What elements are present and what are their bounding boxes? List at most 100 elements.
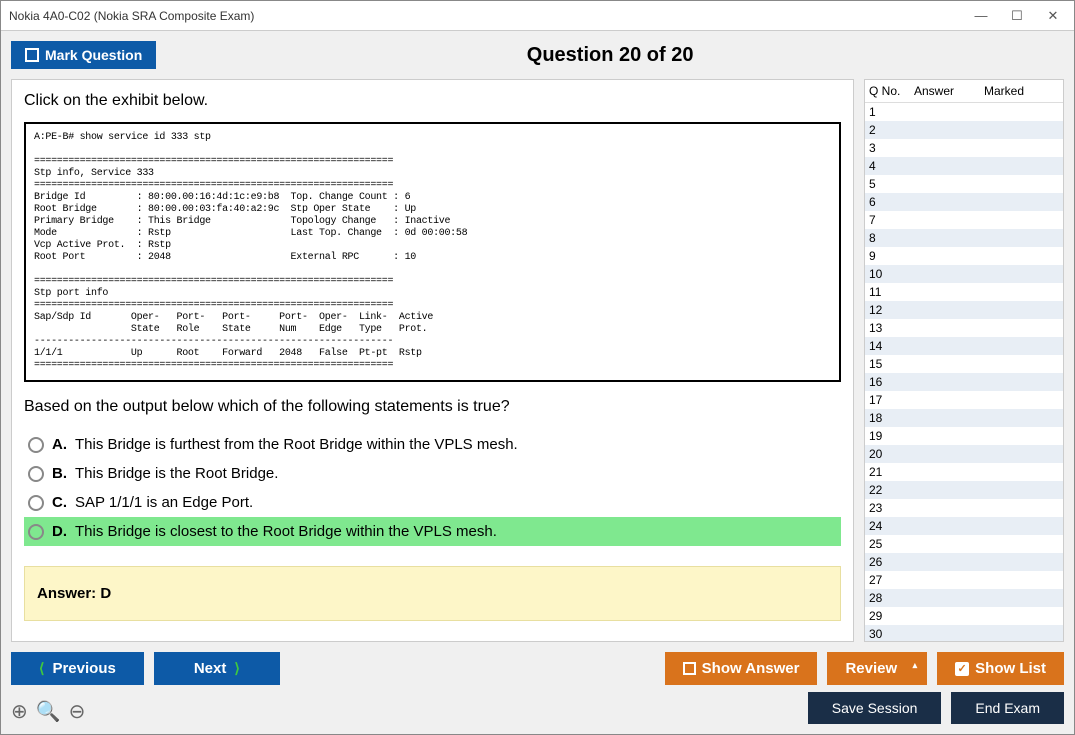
qno: 27 <box>869 573 914 587</box>
question-row[interactable]: 11 <box>865 283 1063 301</box>
exhibit-box[interactable]: A:PE-B# show service id 333 stp ========… <box>24 122 841 382</box>
question-row[interactable]: 4 <box>865 157 1063 175</box>
qno: 15 <box>869 357 914 371</box>
main-area: Click on the exhibit below. A:PE-B# show… <box>11 79 1064 642</box>
question-row[interactable]: 7 <box>865 211 1063 229</box>
instruction-text: Click on the exhibit below. <box>24 92 841 110</box>
show-answer-label: Show Answer <box>702 660 800 677</box>
next-button[interactable]: Next ⟩ <box>154 652 280 685</box>
question-list[interactable]: 1234567891011121314151617181920212223242… <box>865 103 1063 641</box>
option-D[interactable]: D. This Bridge is closest to the Root Br… <box>24 517 841 546</box>
question-row[interactable]: 10 <box>865 265 1063 283</box>
question-text: Based on the output below which of the f… <box>24 398 841 416</box>
option-letter: C. <box>52 494 67 511</box>
question-row[interactable]: 21 <box>865 463 1063 481</box>
zoom-in-icon[interactable]: ⊕ <box>11 699 28 724</box>
minimize-icon[interactable]: — <box>972 7 990 25</box>
close-icon[interactable]: ✕ <box>1044 7 1062 25</box>
maximize-icon[interactable]: ☐ <box>1008 7 1026 25</box>
qno: 23 <box>869 501 914 515</box>
mark-label: Mark Question <box>45 47 142 63</box>
option-B[interactable]: B. This Bridge is the Root Bridge. <box>24 459 841 488</box>
previous-label: Previous <box>52 660 115 677</box>
zoom-reset-icon[interactable]: 🔍 <box>36 699 61 724</box>
question-row[interactable]: 30 <box>865 625 1063 641</box>
option-A[interactable]: A. This Bridge is furthest from the Root… <box>24 430 841 459</box>
zoom-out-icon[interactable]: ⊖ <box>69 699 86 724</box>
option-C[interactable]: C. SAP 1/1/1 is an Edge Port. <box>24 488 841 517</box>
question-row[interactable]: 12 <box>865 301 1063 319</box>
question-row[interactable]: 29 <box>865 607 1063 625</box>
qno: 9 <box>869 249 914 263</box>
question-row[interactable]: 24 <box>865 517 1063 535</box>
window-title: Nokia 4A0-C02 (Nokia SRA Composite Exam) <box>9 9 972 23</box>
question-row[interactable]: 8 <box>865 229 1063 247</box>
qno: 25 <box>869 537 914 551</box>
square-icon <box>683 662 696 675</box>
question-row[interactable]: 6 <box>865 193 1063 211</box>
question-row[interactable]: 14 <box>865 337 1063 355</box>
option-text: SAP 1/1/1 is an Edge Port. <box>75 494 253 511</box>
qno: 16 <box>869 375 914 389</box>
question-row[interactable]: 27 <box>865 571 1063 589</box>
option-text: This Bridge is closest to the Root Bridg… <box>75 523 497 540</box>
option-text: This Bridge is furthest from the Root Br… <box>75 436 518 453</box>
qno: 6 <box>869 195 914 209</box>
question-row[interactable]: 26 <box>865 553 1063 571</box>
question-row[interactable]: 23 <box>865 499 1063 517</box>
question-row[interactable]: 13 <box>865 319 1063 337</box>
check-icon: ✓ <box>955 662 969 676</box>
options-list: A. This Bridge is furthest from the Root… <box>24 430 841 546</box>
qno: 20 <box>869 447 914 461</box>
question-row[interactable]: 9 <box>865 247 1063 265</box>
col-answer: Answer <box>914 84 984 98</box>
question-row[interactable]: 17 <box>865 391 1063 409</box>
col-qno: Q No. <box>869 84 914 98</box>
question-row[interactable]: 2 <box>865 121 1063 139</box>
qno: 11 <box>869 285 914 299</box>
question-row[interactable]: 22 <box>865 481 1063 499</box>
mark-question-button[interactable]: Mark Question <box>11 41 156 69</box>
review-button[interactable]: Review <box>827 652 927 685</box>
qno: 5 <box>869 177 914 191</box>
question-row[interactable]: 18 <box>865 409 1063 427</box>
radio-icon <box>28 495 44 511</box>
app-window: Nokia 4A0-C02 (Nokia SRA Composite Exam)… <box>0 0 1075 735</box>
show-answer-button[interactable]: Show Answer <box>665 652 818 685</box>
option-text: This Bridge is the Root Bridge. <box>75 465 278 482</box>
qno: 1 <box>869 105 914 119</box>
qno: 4 <box>869 159 914 173</box>
question-row[interactable]: 5 <box>865 175 1063 193</box>
question-row[interactable]: 15 <box>865 355 1063 373</box>
question-row[interactable]: 3 <box>865 139 1063 157</box>
question-row[interactable]: 28 <box>865 589 1063 607</box>
qno: 26 <box>869 555 914 569</box>
bottom-bar-2: ⊕ 🔍 ⊖ Save Session End Exam <box>11 691 1064 724</box>
question-row[interactable]: 16 <box>865 373 1063 391</box>
option-letter: A. <box>52 436 67 453</box>
show-list-button[interactable]: ✓ Show List <box>937 652 1064 685</box>
show-list-label: Show List <box>975 660 1046 677</box>
content-area: Mark Question Question 20 of 20 Click on… <box>1 31 1074 734</box>
qno: 22 <box>869 483 914 497</box>
zoom-controls: ⊕ 🔍 ⊖ <box>11 699 85 724</box>
question-row[interactable]: 25 <box>865 535 1063 553</box>
radio-icon <box>28 466 44 482</box>
end-exam-button[interactable]: End Exam <box>951 692 1064 724</box>
qno: 8 <box>869 231 914 245</box>
titlebar: Nokia 4A0-C02 (Nokia SRA Composite Exam)… <box>1 1 1074 31</box>
chevron-right-icon: ⟩ <box>234 660 239 677</box>
next-label: Next <box>194 660 227 677</box>
qno: 7 <box>869 213 914 227</box>
previous-button[interactable]: ⟨ Previous <box>11 652 144 685</box>
question-row[interactable]: 20 <box>865 445 1063 463</box>
qno: 12 <box>869 303 914 317</box>
qno: 10 <box>869 267 914 281</box>
question-row[interactable]: 1 <box>865 103 1063 121</box>
question-row[interactable]: 19 <box>865 427 1063 445</box>
qno: 3 <box>869 141 914 155</box>
topbar: Mark Question Question 20 of 20 <box>11 41 1064 69</box>
answer-box: Answer: D <box>24 566 841 621</box>
save-session-button[interactable]: Save Session <box>808 692 942 724</box>
save-session-label: Save Session <box>832 700 918 716</box>
